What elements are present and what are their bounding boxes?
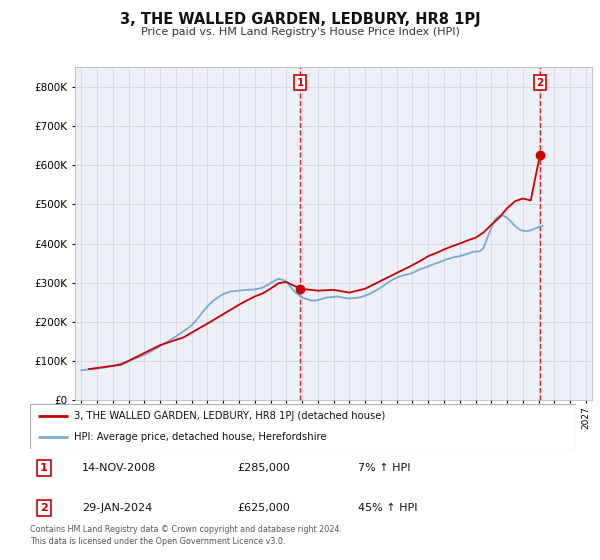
Text: Contains HM Land Registry data © Crown copyright and database right 2024.
This d: Contains HM Land Registry data © Crown c… [30,525,342,546]
Text: 7% ↑ HPI: 7% ↑ HPI [358,463,410,473]
Text: 14-NOV-2008: 14-NOV-2008 [82,463,156,473]
Text: £625,000: £625,000 [238,503,290,513]
Text: 3, THE WALLED GARDEN, LEDBURY, HR8 1PJ (detached house): 3, THE WALLED GARDEN, LEDBURY, HR8 1PJ (… [74,412,385,422]
Text: 2: 2 [536,78,544,88]
Text: 29-JAN-2024: 29-JAN-2024 [82,503,152,513]
Text: 3, THE WALLED GARDEN, LEDBURY, HR8 1PJ: 3, THE WALLED GARDEN, LEDBURY, HR8 1PJ [119,12,481,27]
Text: 45% ↑ HPI: 45% ↑ HPI [358,503,417,513]
Text: Price paid vs. HM Land Registry's House Price Index (HPI): Price paid vs. HM Land Registry's House … [140,27,460,37]
Text: 2: 2 [40,503,47,513]
Text: £285,000: £285,000 [238,463,290,473]
Text: HPI: Average price, detached house, Herefordshire: HPI: Average price, detached house, Here… [74,432,326,442]
Text: 1: 1 [40,463,47,473]
Text: 1: 1 [296,78,304,88]
